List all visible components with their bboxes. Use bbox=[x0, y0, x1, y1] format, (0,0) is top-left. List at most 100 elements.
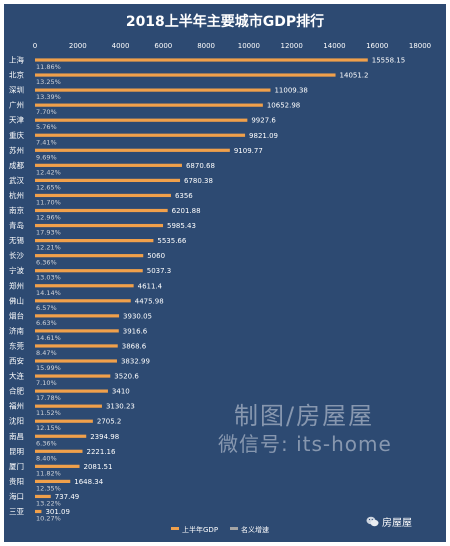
bar-gdp bbox=[35, 434, 87, 438]
category-label: 济南 bbox=[9, 325, 24, 335]
bar-gdp bbox=[35, 299, 131, 303]
legend: 上半年GDP 名义增速 bbox=[171, 525, 269, 534]
category-label: 沈阳 bbox=[9, 416, 24, 426]
category-label: 佛山 bbox=[9, 295, 24, 305]
data-label-growth: 8.40% bbox=[36, 454, 57, 462]
category-label: 重庆 bbox=[9, 130, 24, 140]
x-tick-label: 16000 bbox=[366, 42, 388, 50]
data-label-growth: 15.99% bbox=[36, 364, 61, 372]
x-tick-label: 2000 bbox=[69, 42, 87, 50]
bar-gdp bbox=[35, 404, 102, 408]
bar-gdp bbox=[35, 103, 263, 107]
x-tick-label: 12000 bbox=[281, 42, 303, 50]
data-label-gdp: 2081.51 bbox=[84, 463, 113, 471]
data-label-growth: 14.14% bbox=[36, 289, 61, 297]
data-label-gdp: 3868.6 bbox=[122, 342, 147, 350]
category-label: 南昌 bbox=[9, 431, 24, 441]
data-label-gdp: 10652.98 bbox=[267, 102, 300, 110]
data-label-gdp: 301.09 bbox=[45, 508, 70, 516]
category-label: 上海 bbox=[9, 55, 24, 65]
category-label: 厦门 bbox=[9, 462, 24, 471]
x-tick-label: 4000 bbox=[112, 42, 130, 50]
data-label-gdp: 2705.2 bbox=[97, 418, 122, 426]
bar-gdp bbox=[35, 449, 83, 453]
bar-gdp bbox=[35, 284, 134, 288]
category-label: 苏州 bbox=[9, 145, 24, 155]
x-tick-label: 10000 bbox=[238, 42, 260, 50]
data-label-growth: 17.78% bbox=[36, 394, 61, 402]
brand-name: 房屋屋 bbox=[382, 518, 412, 529]
data-label-growth: 12.35% bbox=[36, 484, 61, 492]
bar-gdp bbox=[35, 374, 111, 378]
bar-gdp bbox=[35, 178, 181, 182]
data-label-gdp: 3916.6 bbox=[123, 327, 148, 335]
data-label-growth: 5.76% bbox=[36, 123, 57, 131]
bar-gdp bbox=[35, 344, 118, 348]
data-label-growth: 11.82% bbox=[36, 469, 61, 477]
legend-label-growth: 名义增速 bbox=[241, 525, 269, 534]
x-tick-label: 18000 bbox=[409, 42, 431, 50]
category-label: 青岛 bbox=[9, 220, 24, 230]
data-label-growth: 14.61% bbox=[36, 334, 61, 342]
data-label-growth: 7.10% bbox=[36, 379, 57, 387]
data-label-growth: 6.57% bbox=[36, 304, 57, 312]
data-label-gdp: 5060 bbox=[147, 252, 165, 260]
gdp-bar-chart: 2018上半年主要城市GDP排行 0 2000 4000 6000 8000 10000 1… bbox=[9, 13, 431, 534]
bar-gdp bbox=[35, 193, 171, 198]
data-label-gdp: 15558.15 bbox=[372, 57, 405, 65]
data-label-growth: 13.39% bbox=[36, 93, 61, 101]
category-label: 郑州 bbox=[9, 280, 24, 290]
data-label-growth: 12.15% bbox=[36, 424, 61, 432]
category-label: 大连 bbox=[9, 371, 24, 381]
chart-title: 2018上半年主要城市GDP排行 bbox=[126, 13, 324, 30]
bar-gdp bbox=[35, 208, 168, 213]
data-label-growth: 13.03% bbox=[36, 274, 61, 282]
category-label: 长沙 bbox=[9, 250, 24, 260]
bars bbox=[35, 58, 368, 514]
data-label-gdp: 2221.16 bbox=[87, 448, 116, 456]
category-label: 天津 bbox=[9, 116, 24, 125]
bar-gdp bbox=[35, 148, 230, 152]
data-label-growth: 9.69% bbox=[36, 153, 57, 161]
chart-panel: 2018上半年主要城市GDP排行 0 2000 4000 6000 8000 10000 1… bbox=[4, 4, 446, 542]
category-label: 北京 bbox=[9, 70, 24, 80]
watermark-line-1: 制图/房屋屋 bbox=[234, 402, 375, 430]
data-label-gdp: 9109.77 bbox=[234, 147, 263, 155]
bar-gdp bbox=[35, 389, 108, 393]
bar-gdp bbox=[35, 419, 93, 423]
data-label-gdp: 3832.99 bbox=[121, 358, 150, 366]
category-label: 南京 bbox=[9, 205, 24, 215]
bar-gdp bbox=[35, 239, 154, 243]
category-label: 福州 bbox=[9, 402, 24, 411]
data-label-growth: 11.52% bbox=[36, 409, 61, 417]
data-label-gdp: 6356 bbox=[175, 192, 193, 200]
bar-gdp bbox=[35, 254, 144, 258]
category-label: 宁波 bbox=[9, 265, 24, 275]
data-label-gdp: 3930.05 bbox=[123, 312, 152, 320]
data-label-growth: 7.70% bbox=[36, 108, 57, 116]
category-label: 三亚 bbox=[9, 507, 24, 516]
data-label-growth: 7.41% bbox=[36, 138, 57, 146]
data-labels: 15558.15 11.86% 14051.2 13.25% 11009.38 13.39… bbox=[36, 57, 405, 523]
x-tick-label: 0 bbox=[33, 42, 37, 50]
data-label-gdp: 6780.38 bbox=[184, 177, 213, 185]
category-label: 无锡 bbox=[9, 236, 24, 245]
data-label-growth: 10.27% bbox=[36, 515, 61, 523]
data-label-growth: 13.22% bbox=[36, 499, 61, 507]
data-label-growth: 13.25% bbox=[36, 78, 61, 86]
bar-gdp bbox=[35, 223, 164, 228]
brand-mark: 房屋屋 bbox=[366, 514, 412, 529]
category-label: 深圳 bbox=[9, 85, 24, 95]
bar-gdp bbox=[35, 73, 336, 77]
bar-gdp bbox=[35, 58, 368, 62]
data-label-gdp: 2394.98 bbox=[90, 433, 119, 441]
data-label-gdp: 11009.38 bbox=[274, 87, 307, 95]
bar-gdp bbox=[35, 118, 248, 122]
data-label-gdp: 5985.43 bbox=[167, 222, 196, 230]
bar-gdp bbox=[35, 163, 182, 167]
x-tick-label: 6000 bbox=[154, 42, 172, 50]
data-label-gdp: 5535.66 bbox=[157, 237, 186, 245]
data-label-gdp: 5037.3 bbox=[147, 267, 172, 275]
category-label: 合肥 bbox=[9, 386, 24, 396]
category-label: 武汉 bbox=[9, 175, 24, 185]
